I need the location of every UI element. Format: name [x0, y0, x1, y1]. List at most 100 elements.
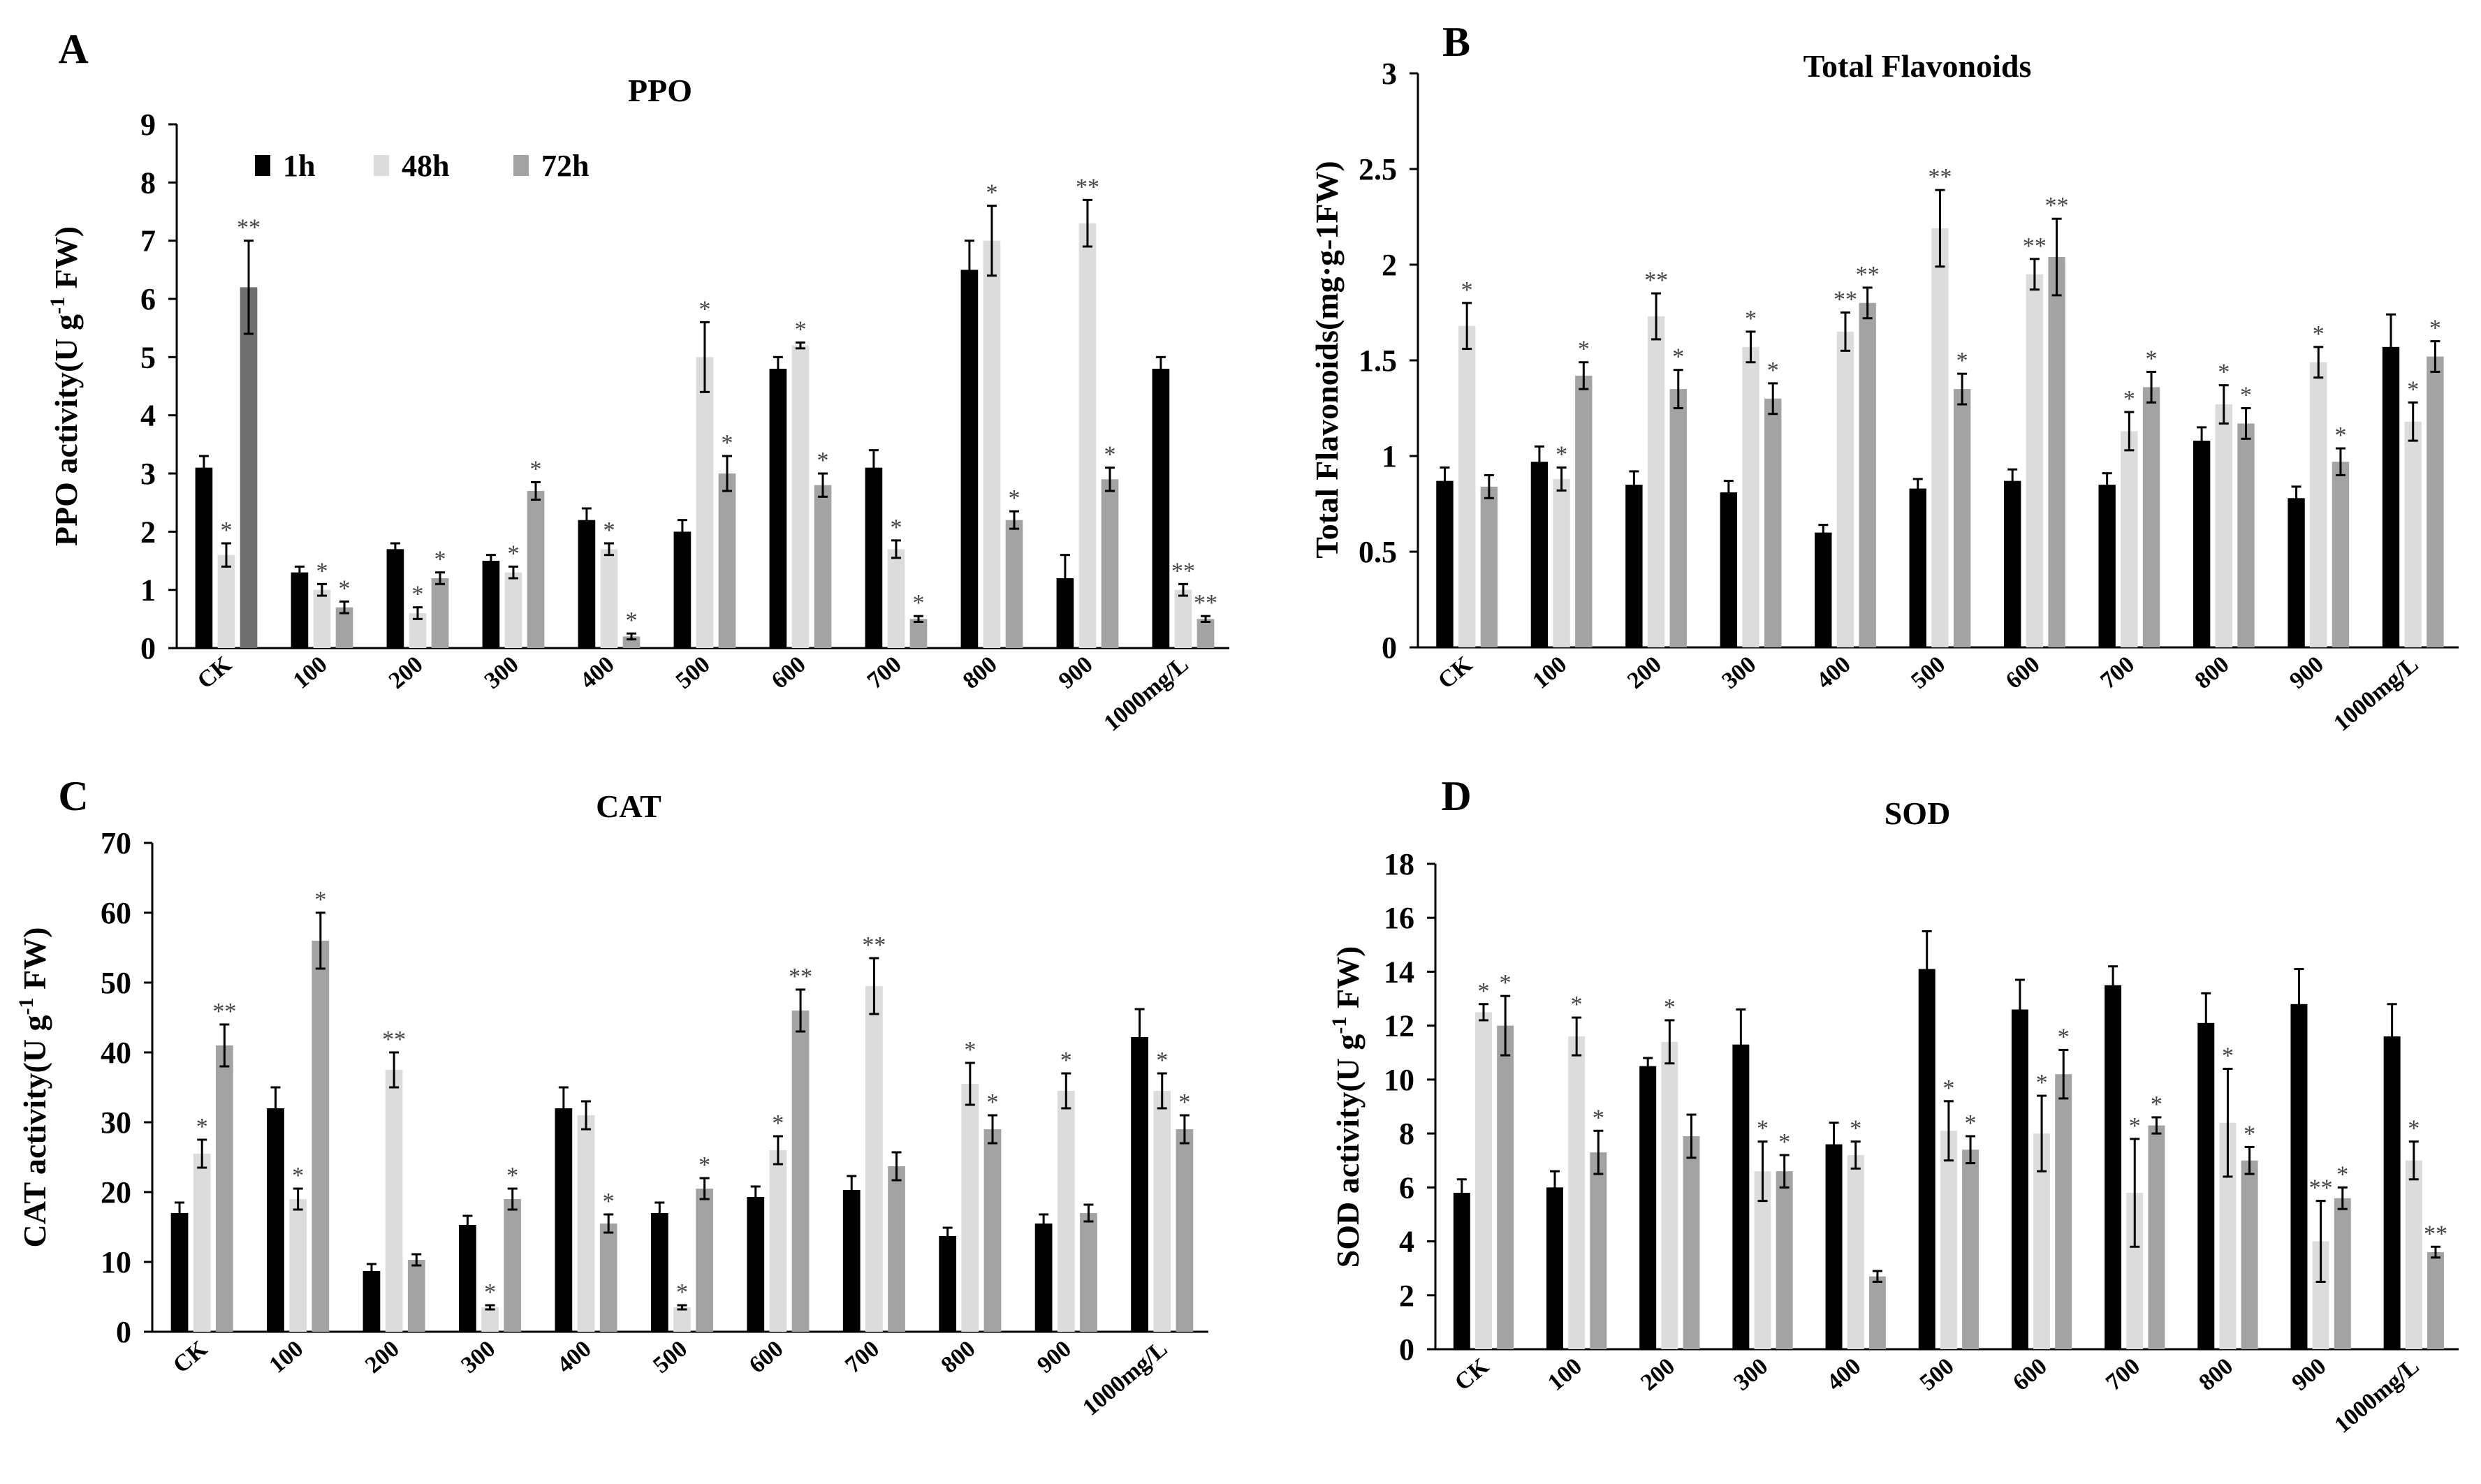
- significance-mark: *: [1965, 1110, 1977, 1136]
- significance-mark: *: [817, 448, 829, 473]
- bar-group: *: [1034, 1048, 1097, 1332]
- significance-mark: *: [484, 1279, 496, 1305]
- bar-1h: [2098, 485, 2116, 647]
- y-tick-label: 0: [116, 1315, 131, 1349]
- bar-1h: [769, 369, 787, 648]
- bar-48h: [2310, 362, 2327, 647]
- significance-mark: *: [1009, 485, 1020, 511]
- legend-label: 48h: [402, 149, 449, 183]
- bar-48h: [1475, 1012, 1492, 1349]
- bar-1h: [2382, 346, 2400, 647]
- y-tick-label: 10: [101, 1245, 131, 1279]
- x-category-label: 100: [1528, 652, 1572, 694]
- bar-group: **: [769, 317, 832, 648]
- bar-48h: [385, 1070, 403, 1332]
- x-category-label: 500: [1915, 1353, 1959, 1396]
- chart-title: SOD: [1884, 795, 1951, 831]
- bar-1h: [170, 1213, 189, 1332]
- bar-group: **: [2105, 965, 2165, 1349]
- significance-mark: *: [2151, 1092, 2162, 1117]
- bar-group: **: [2382, 313, 2444, 647]
- bar-72h: [2332, 462, 2350, 647]
- bar-1h: [1034, 1224, 1053, 1332]
- bar-72h: [888, 1166, 905, 1332]
- bar-group: ***: [1056, 174, 1119, 649]
- chart-title: CAT: [596, 788, 661, 824]
- y-axis-label: CAT activity(U g-1 FW): [15, 927, 52, 1248]
- x-category-label: 700: [863, 652, 907, 694]
- significance-mark: *: [794, 317, 806, 343]
- significance-mark: *: [987, 1089, 999, 1115]
- y-tick-label: 7: [140, 224, 156, 258]
- bar-group: *: [1639, 994, 1700, 1349]
- y-axis-label-tail: FW): [48, 226, 84, 297]
- bar-group: **: [939, 1037, 1002, 1332]
- y-axis-label: SOD activity(U g-1 FW): [1328, 946, 1366, 1268]
- significance-mark: **: [2045, 193, 2069, 219]
- bar-1h: [1530, 462, 1549, 647]
- bar-group: **: [291, 558, 353, 648]
- bar-72h: [2055, 1074, 2072, 1349]
- x-category-label: 200: [360, 1336, 404, 1379]
- bar-group: **: [2197, 992, 2258, 1349]
- bar-72h: [431, 578, 449, 648]
- significance-mark: **: [1834, 287, 1857, 313]
- x-category-label: 400: [576, 652, 620, 694]
- y-tick-label: 0: [1399, 1332, 1414, 1367]
- x-category-label: 400: [552, 1336, 597, 1379]
- bar-72h: [2427, 356, 2444, 647]
- x-category-label: 200: [1623, 652, 1667, 694]
- y-tick-label: 50: [101, 966, 131, 1000]
- bar-1h: [1918, 969, 1935, 1349]
- significance-mark: *: [2429, 316, 2441, 341]
- legend-label: 72h: [541, 149, 589, 183]
- bar-group: **: [1546, 992, 1607, 1349]
- bar-1h: [386, 549, 404, 648]
- x-category-label: 200: [1636, 1353, 1680, 1396]
- y-tick-label: 18: [1384, 847, 1414, 881]
- significance-mark: **: [1856, 262, 1880, 288]
- significance-mark: *: [1956, 348, 1968, 374]
- bar-48h: [1931, 228, 1949, 647]
- panel-d: D SOD 0 2 4 6 8 10 12 14 16 18 SOD activity(U g-1 FW…: [1328, 773, 2459, 1439]
- y-axis-label-main: CAT activity(U g: [17, 1015, 52, 1247]
- bar-1h: [1436, 480, 1454, 647]
- y-tick-label: 2: [1382, 248, 1397, 282]
- bar-1h: [2105, 985, 2122, 1349]
- x-category-label: 800: [937, 1336, 981, 1379]
- significance-mark: *: [1664, 994, 1676, 1020]
- x-category-label: 800: [958, 652, 1002, 694]
- bar-72h: [1101, 479, 1119, 648]
- significance-mark: *: [2146, 346, 2158, 372]
- bar-group: **: [2098, 346, 2160, 647]
- y-axis-label-tail: FW): [1330, 946, 1366, 1017]
- x-category-label: 500: [648, 1336, 692, 1379]
- significance-mark: *: [626, 608, 638, 633]
- panel-letter: D: [1441, 773, 1471, 819]
- bar-1h: [1815, 532, 1832, 647]
- y-axis-label: Total Flavonoids(mg·g-1FW): [1309, 161, 1345, 559]
- significance-mark: *: [1778, 1129, 1790, 1155]
- y-tick-label: 70: [101, 826, 131, 860]
- significance-mark: *: [676, 1279, 688, 1305]
- significance-mark: **: [212, 999, 236, 1024]
- x-category-label: 600: [2001, 652, 2045, 694]
- significance-mark: *: [314, 887, 326, 913]
- bar-72h: [599, 1224, 617, 1332]
- significance-mark: *: [1942, 1075, 1954, 1101]
- x-category-label: CK: [168, 1335, 212, 1378]
- y-tick-label: 6: [1399, 1170, 1414, 1205]
- bar-48h: [1458, 325, 1476, 647]
- bar-group: *: [1825, 1116, 1886, 1349]
- bar-group: **: [363, 1027, 425, 1332]
- bar-48h: [600, 549, 618, 648]
- significance-mark: *: [698, 1152, 710, 1178]
- bar-group: **: [960, 180, 1023, 649]
- significance-mark: *: [316, 558, 328, 584]
- y-axis-label-main: PPO activity(U g: [48, 314, 84, 546]
- significance-mark: *: [2336, 1161, 2348, 1187]
- legend-label: 1h: [283, 149, 315, 183]
- significance-mark: *: [603, 517, 615, 543]
